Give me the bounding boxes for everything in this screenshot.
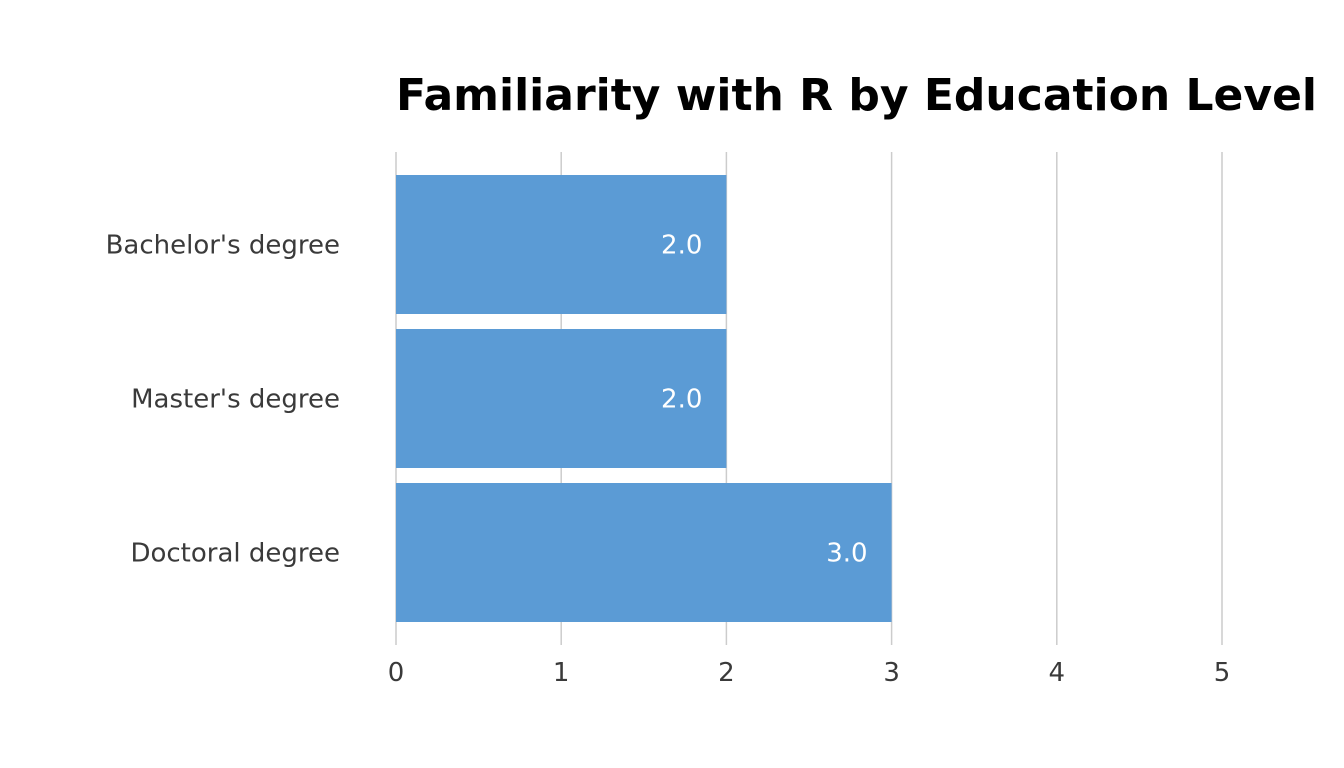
x-tick-label-5: 5 bbox=[1214, 658, 1231, 688]
bar-2 bbox=[396, 329, 727, 468]
chart-title: Familiarity with R by Education Level bbox=[396, 70, 1317, 121]
x-tick-label-0: 0 bbox=[388, 658, 405, 688]
data-labels: 2.0 2.0 3.0 bbox=[661, 231, 868, 569]
x-tick-label-2: 2 bbox=[718, 658, 735, 688]
category-label-1: Bachelor's degree bbox=[106, 231, 340, 261]
data-label-2: 2.0 bbox=[661, 385, 702, 415]
data-label-1: 2.0 bbox=[661, 231, 702, 261]
x-axis-tick-labels: 0 1 2 3 4 5 bbox=[388, 658, 1231, 688]
x-tick-label-3: 3 bbox=[883, 658, 900, 688]
bar-1 bbox=[396, 175, 727, 314]
category-labels: Bachelor's degree Master's degree Doctoral… bbox=[106, 231, 340, 569]
category-label-2: Master's degree bbox=[131, 385, 340, 415]
data-label-3: 3.0 bbox=[826, 539, 867, 569]
bars bbox=[396, 175, 892, 622]
bar-3 bbox=[396, 483, 892, 622]
category-label-3: Doctoral degree bbox=[130, 539, 340, 569]
x-tick-label-1: 1 bbox=[553, 658, 570, 688]
x-tick-label-4: 4 bbox=[1049, 658, 1066, 688]
